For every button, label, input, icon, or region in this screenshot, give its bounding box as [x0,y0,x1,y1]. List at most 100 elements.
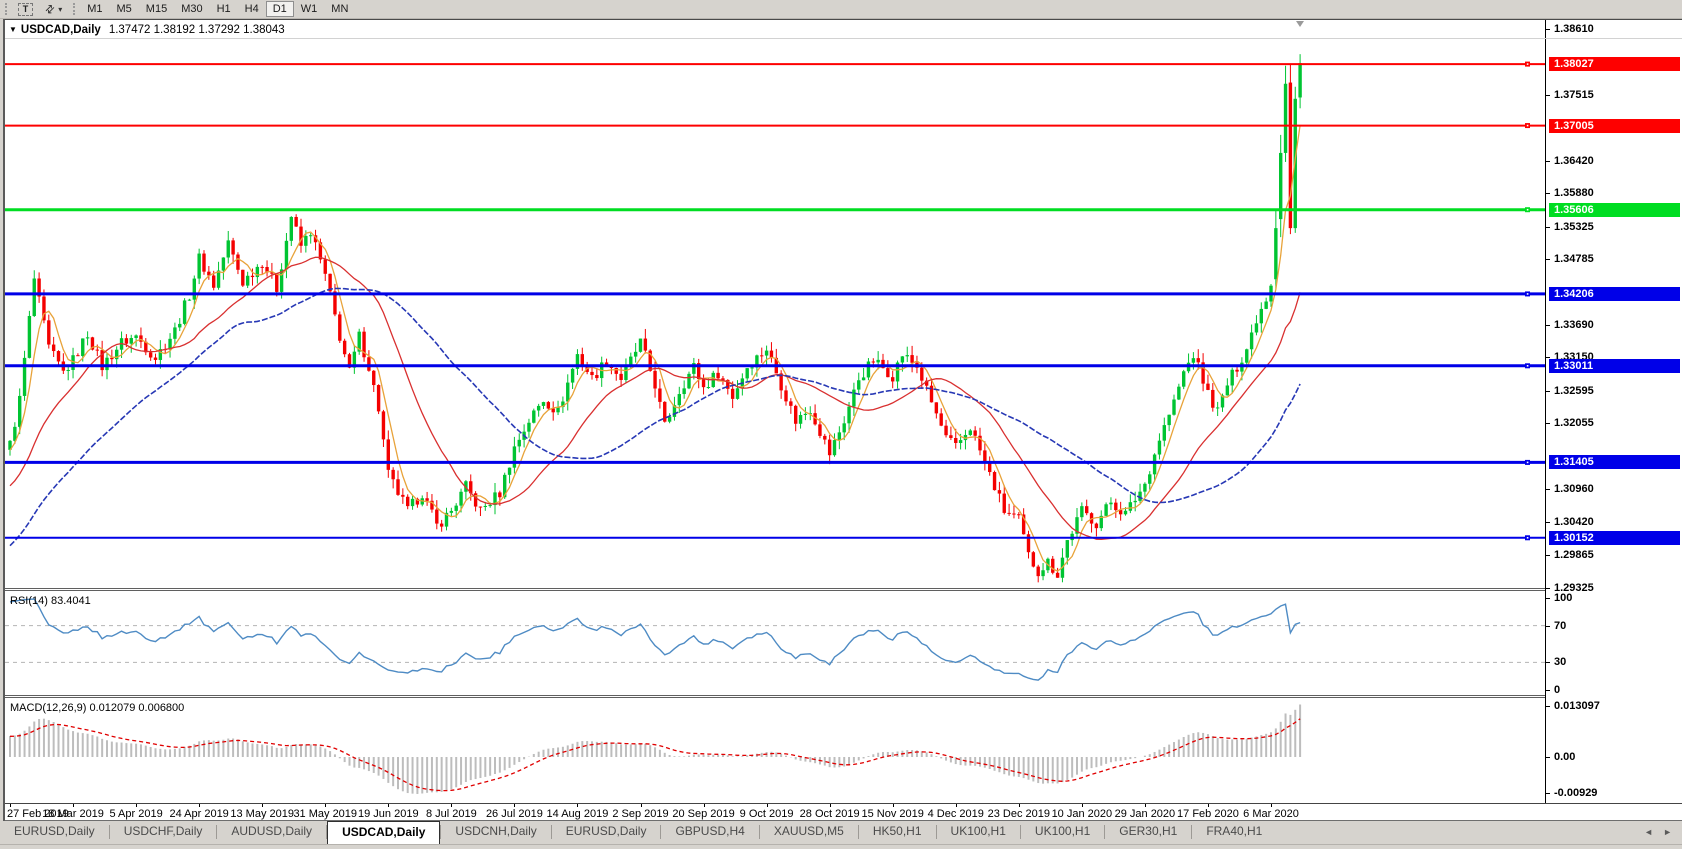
tab-UK100-H1[interactable]: UK100,H1 [1034,824,1091,838]
price-axis-tick [1546,226,1550,228]
rsi-axis-tick-label: 100 [1554,592,1573,604]
rsi-axis-tick-label: 70 [1554,619,1567,632]
tab-USDCAD-Daily[interactable]: USDCAD,Daily [327,821,441,844]
chart-title-bar: ▼ USDCAD,Daily 1.37472 1.38192 1.37292 1… [9,22,285,37]
tab-divider [857,825,859,839]
price-axis-tick [1546,489,1550,491]
time-axis[interactable]: 27 Feb 2019 18 Mar 2019 5 Apr 2019 24 Apr 2… [5,803,1682,821]
main-toolbar: T ⇅ ▾ M1 M5 M15 M30 H1 H4 D1 W1 MN [0,0,1682,19]
timeframe-button-W1[interactable]: W1 [300,3,318,15]
symbol-dropdown-icon[interactable]: ▼ [9,25,17,34]
price-axis-tick-label: 1.29325 [1554,581,1594,594]
tab-USDCHF-Daily[interactable]: USDCHF,Daily [123,824,203,838]
rsi-panel[interactable] [5,591,1545,695]
tab-divider [440,825,442,839]
rsi-line [9,598,1301,681]
level-axis-label-1.37005: 1.37005 [1549,118,1680,133]
timeframe-button-M1[interactable]: M1 [87,3,103,15]
rsi-axis-tick [1546,625,1550,627]
tab-scroll-arrows: ◄ ► [1644,821,1682,843]
macd-label: MACD(12,26,9) 0.012079 0.006800 [10,702,185,714]
time-label: 4 Dec 2019 [927,808,984,820]
timeframe-button-MN[interactable]: MN [331,3,349,15]
time-label: 27 Feb 2019 [7,808,69,820]
timeframe-button-M15[interactable]: M15 [145,3,168,15]
price-axis-tick-label: 1.33690 [1554,318,1594,331]
tab-divider [216,825,218,839]
chart-shift-marker[interactable] [1296,21,1304,27]
time-label: 31 May 2019 [293,808,358,820]
macd-signal-line [9,718,1301,792]
text-tool-button[interactable]: T [12,1,39,17]
arrange-windows-button[interactable]: ⇅ ▾ [39,1,68,17]
price-axis-tick-label: 1.35880 [1554,187,1594,200]
tab-USDCNH-Daily[interactable]: USDCNH,Daily [455,824,537,838]
time-axis-tick [1081,804,1083,807]
price-axis-tick [1546,29,1550,31]
price-axis-tick [1546,160,1550,162]
panel-separator[interactable] [5,695,1682,698]
rsi-label: RSI(14) 83.4041 [10,595,91,607]
price-axis-tick [1546,555,1550,557]
chart-ohlc-values: 1.37472 1.38192 1.37292 1.38043 [108,23,285,36]
time-axis-tick [892,804,894,807]
time-label: 2 Sep 2019 [612,808,669,820]
tab-EURUSD-Daily[interactable]: EURUSD,Daily [14,824,95,838]
arrange-windows-icon: ⇅ [41,1,57,17]
text-tool-icon: T [18,2,33,16]
time-axis-tick [325,804,327,807]
time-label: 24 Apr 2019 [169,808,229,820]
chart-window[interactable]: ▼ USDCAD,Daily 1.37472 1.38192 1.37292 1… [3,19,1682,821]
time-axis-tick [577,804,579,807]
candles-layer [8,54,1302,583]
price-axis-tick-label: 1.34785 [1554,253,1594,266]
tab-GBPUSD-H4[interactable]: GBPUSD,H4 [675,824,745,838]
tab-FRA40-H1[interactable]: FRA40,H1 [1206,824,1263,838]
time-axis-tick [199,804,201,807]
panel-separator[interactable] [5,588,1682,591]
timeframe-button-M30[interactable]: M30 [181,3,203,15]
chart-tab-bar: EURUSD,Daily USDCHF,Daily AUDUSD,Daily USDC… [0,821,1682,845]
price-axis[interactable]: 1.38610 1.37515 1.36420 1.35880 1.35325 1.347… [1545,20,1682,803]
toolbar-grip[interactable] [5,3,7,15]
time-label: 23 Dec 2019 [987,808,1050,820]
price-panel[interactable] [5,20,1545,588]
toolbar-grip[interactable] [73,3,76,15]
tab-HK50-H1[interactable]: HK50,H1 [872,824,922,838]
tab-scroll-right-icon[interactable]: ► [1663,827,1672,837]
timeframe-button-M5[interactable]: M5 [116,3,132,15]
time-label: 20 Sep 2019 [672,808,735,820]
tab-GER30-H1[interactable]: GER30,H1 [1119,824,1178,838]
tab-divider [1019,825,1021,839]
tab-UK100-H1[interactable]: UK100,H1 [950,824,1006,838]
tab-divider [326,825,328,839]
time-label: 9 Oct 2019 [739,808,794,820]
time-label: 14 Aug 2019 [546,808,609,820]
price-axis-tick-label: 1.38610 [1554,23,1594,36]
tab-divider [1104,825,1106,839]
level-axis-label-1.31405: 1.31405 [1549,455,1680,470]
tab-EURUSD-Daily[interactable]: EURUSD,Daily [565,824,647,838]
time-axis-tick [640,804,642,807]
price-axis-tick [1546,587,1550,589]
time-label: 17 Feb 2020 [1177,808,1239,820]
tab-scroll-left-icon[interactable]: ◄ [1644,827,1654,837]
timeframe-button-D1[interactable]: D1 [265,1,294,17]
rsi-axis-tick [1546,690,1550,691]
tab-XAUUSD-M5[interactable]: XAUUSD,M5 [773,824,844,838]
level-axis-label-1.30152: 1.30152 [1549,530,1680,545]
timeframe-button-H1[interactable]: H1 [216,3,231,15]
tab-divider [108,825,110,839]
timeframe-button-H4[interactable]: H4 [244,3,259,15]
price-axis-tick-label: 1.37515 [1554,88,1594,101]
rsi-axis-tick [1546,662,1550,664]
tab-divider [758,825,760,839]
macd-histogram [9,704,1302,794]
price-axis-tick-label: 1.32595 [1554,384,1594,397]
macd-panel[interactable] [5,698,1545,803]
tab-divider [1191,825,1193,839]
tab-AUDUSD-Daily[interactable]: AUDUSD,Daily [231,824,313,838]
time-axis-tick [451,804,453,807]
price-axis-tick-label: 1.32055 [1554,417,1594,430]
time-axis-tick [1271,804,1272,807]
